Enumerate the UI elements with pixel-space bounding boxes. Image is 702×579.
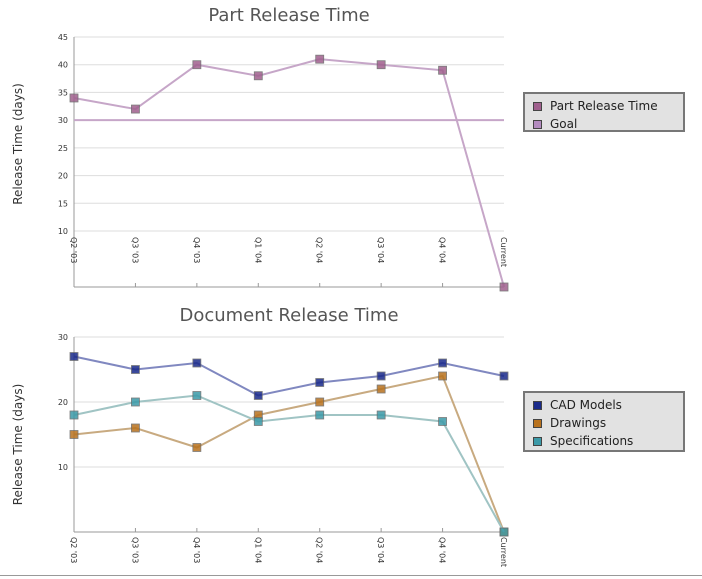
x-category-label: Q2 '03 <box>69 237 78 263</box>
data-point <box>376 60 386 70</box>
y-tick-label: 30 <box>58 116 68 125</box>
legend-swatch <box>533 101 542 111</box>
x-category-label: Q2 '03 <box>69 537 78 563</box>
x-category-label: Q1 '04 <box>253 237 262 263</box>
data-point <box>438 358 447 368</box>
y-tick-label: 20 <box>58 398 68 407</box>
y-tick-label: 25 <box>58 144 68 153</box>
legend-swatch <box>533 119 542 129</box>
data-point <box>499 282 509 292</box>
data-point <box>315 397 325 407</box>
data-point <box>438 371 447 381</box>
data-point <box>499 527 509 537</box>
legend-label: Part Release Time <box>550 99 658 113</box>
x-category-label: Q2 '04 <box>315 537 324 563</box>
data-point <box>376 384 386 394</box>
legend-label: CAD Models <box>550 398 622 412</box>
y-tick-label: 35 <box>58 88 68 97</box>
legend-item: Specifications <box>533 432 675 450</box>
data-point <box>315 378 325 387</box>
y-tick-label: 10 <box>58 463 68 472</box>
data-point <box>131 104 140 114</box>
legend-item: Drawings <box>533 414 675 432</box>
data-point <box>192 358 202 368</box>
legend-part-release: Part Release Time Goal <box>523 92 685 132</box>
data-point <box>438 417 447 426</box>
data-point <box>192 391 202 400</box>
x-category-label: Q3 '03 <box>130 537 139 563</box>
chart-title: Part Release Time <box>208 5 369 26</box>
chart-title: Document Release Time <box>179 305 398 326</box>
legend-label: Goal <box>550 117 578 131</box>
legend-swatch <box>533 418 542 428</box>
y-tick-label: 15 <box>58 199 68 208</box>
x-category-label: Q3 '04 <box>376 237 385 263</box>
data-point <box>315 54 325 64</box>
data-point <box>69 410 79 420</box>
series-line-cad-models <box>73 355 505 397</box>
legend-item: Part Release Time <box>533 97 675 115</box>
y-tick-label: 30 <box>58 333 68 342</box>
x-category-label: Q3 '03 <box>130 237 139 263</box>
data-point <box>438 65 447 75</box>
data-point <box>315 410 325 420</box>
x-category-label: Q1 '04 <box>253 537 262 563</box>
x-category-label: Q4 '03 <box>192 237 201 263</box>
y-tick-label: 20 <box>58 172 68 181</box>
series-line-specifications <box>73 394 505 533</box>
data-point <box>192 443 202 452</box>
legend-label: Specifications <box>550 434 634 448</box>
data-point <box>131 397 140 407</box>
data-point <box>376 371 386 381</box>
data-point <box>192 60 202 70</box>
data-point <box>253 417 263 426</box>
x-category-label: Q4 '03 <box>192 537 201 563</box>
data-point <box>499 371 509 381</box>
y-tick-label: 45 <box>58 33 68 42</box>
bottom-border <box>0 575 702 579</box>
x-category-label: Current <box>499 537 508 567</box>
data-point <box>69 93 79 103</box>
data-point <box>69 430 79 439</box>
y-axis-label: Release Time (days) <box>11 384 25 506</box>
x-category-label: Q2 '04 <box>315 237 324 263</box>
legend-label: Drawings <box>550 416 607 430</box>
y-tick-label: 10 <box>58 227 68 236</box>
series-line-drawings <box>73 374 505 533</box>
legend-document-release: CAD Models Drawings Specifications <box>523 391 685 452</box>
y-axis-label: Release Time (days) <box>11 83 25 205</box>
series-line-part-release-time <box>73 58 505 288</box>
data-point <box>69 352 79 361</box>
x-category-label: Q3 '04 <box>376 537 385 563</box>
legend-item: Goal <box>533 115 675 133</box>
data-point <box>131 365 140 374</box>
x-category-label: Current <box>499 237 508 267</box>
data-point <box>376 410 386 420</box>
legend-item: CAD Models <box>533 396 675 414</box>
legend-swatch <box>533 436 542 446</box>
data-point <box>253 71 263 81</box>
y-tick-label: 40 <box>58 61 68 70</box>
data-point <box>131 423 140 433</box>
x-category-label: Q4 '04 <box>438 237 447 263</box>
data-point <box>253 391 263 400</box>
x-category-label: Q4 '04 <box>438 537 447 563</box>
legend-swatch <box>533 400 542 410</box>
